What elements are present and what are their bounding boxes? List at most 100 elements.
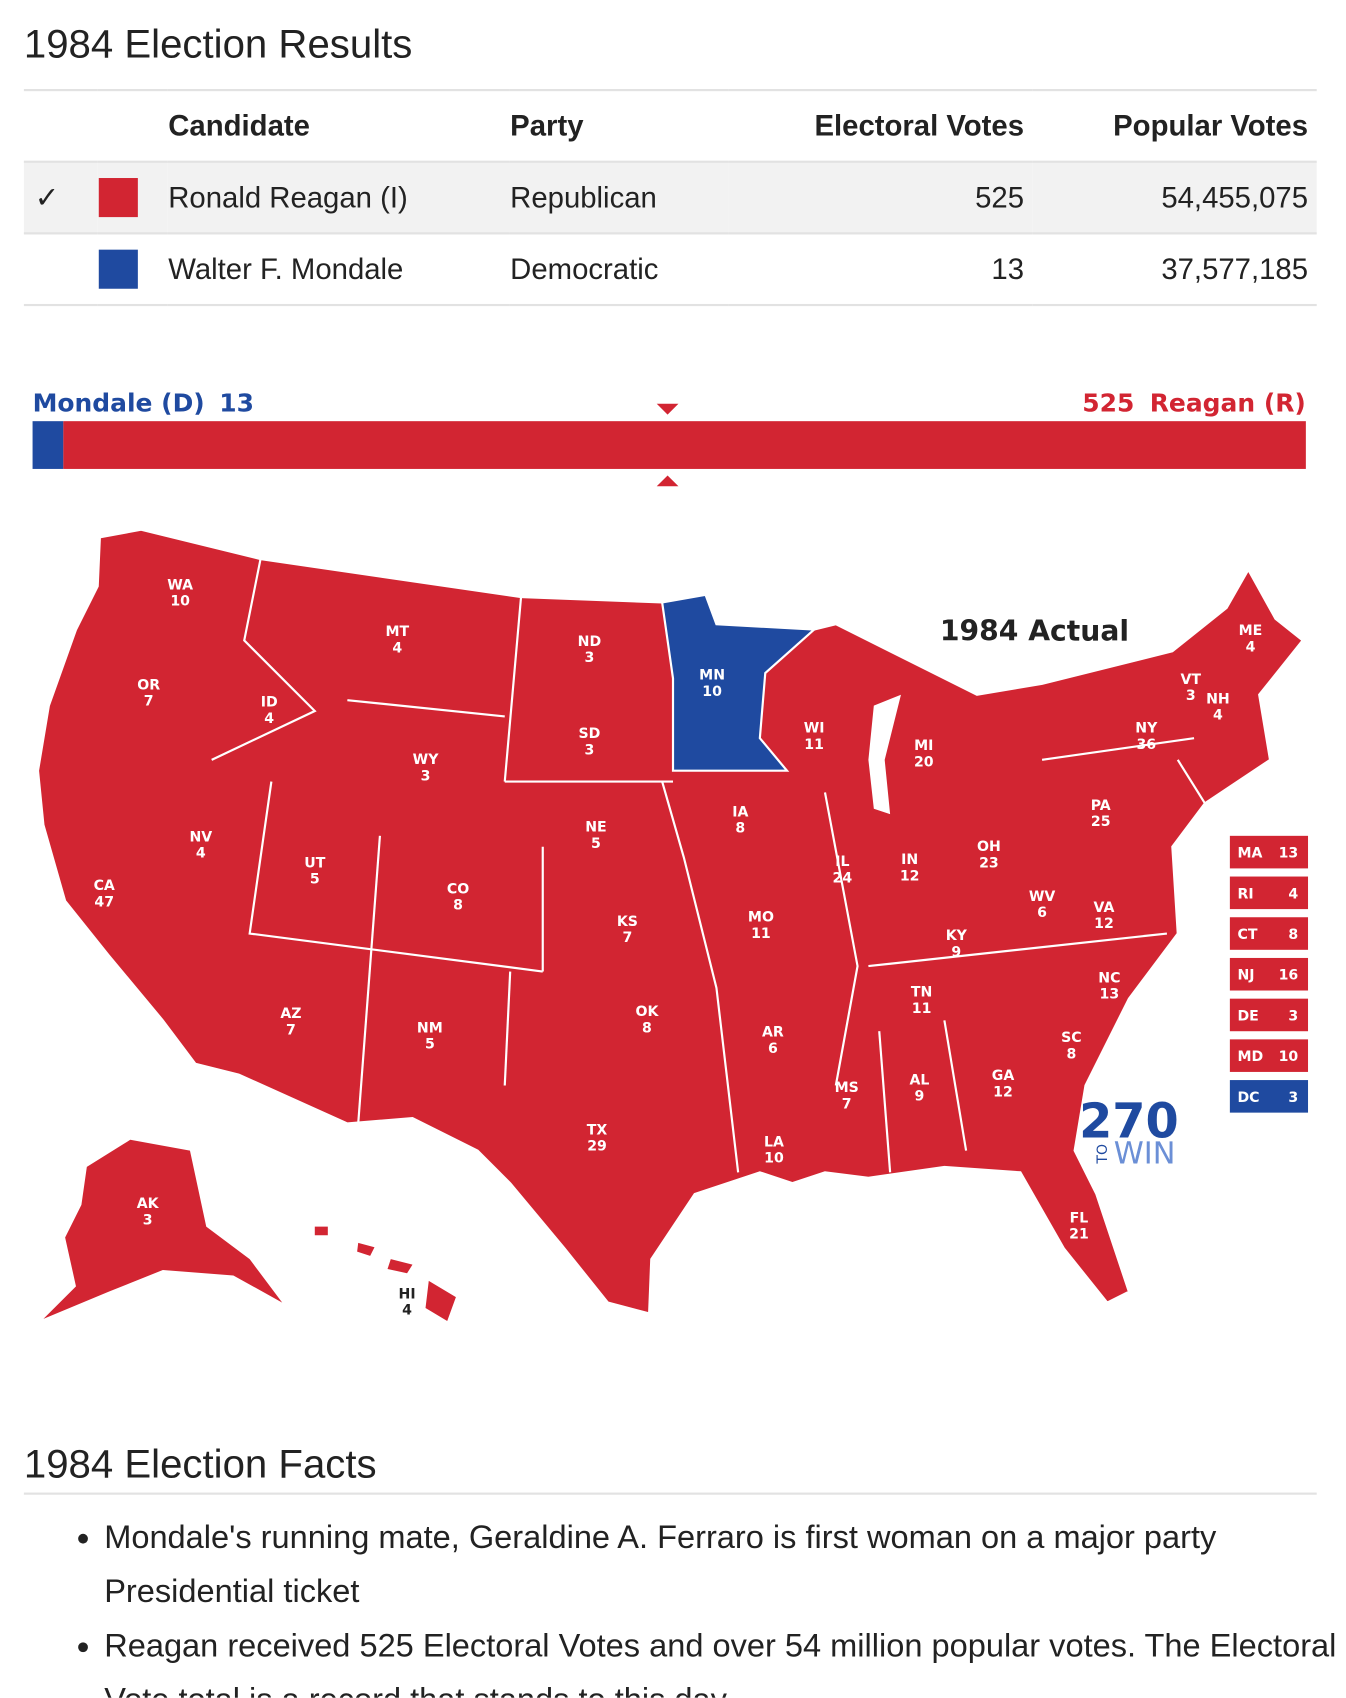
state-abbr: VA xyxy=(1094,900,1115,916)
bar-value: 13 xyxy=(219,388,254,417)
state-votes: 10 xyxy=(702,684,722,700)
state-votes: 8 xyxy=(453,898,463,914)
us-outline xyxy=(36,528,1305,1315)
state-votes: 10 xyxy=(170,594,190,610)
state-abbr: IL xyxy=(835,854,849,870)
small-state-box xyxy=(1229,957,1309,991)
small-state-box xyxy=(1229,1039,1309,1072)
bar-segment xyxy=(32,421,64,469)
state-abbr: PA xyxy=(1091,798,1111,814)
state-abbr: ID xyxy=(261,695,278,711)
electoral-votes: 13 xyxy=(728,233,1033,307)
state-abbr: MS xyxy=(835,1080,859,1096)
state-abbr: FL xyxy=(1070,1210,1089,1226)
state-votes: 12 xyxy=(1094,916,1114,932)
state-votes: 12 xyxy=(900,868,920,884)
state-abbr: NY xyxy=(1135,721,1158,737)
state-abbr: TN xyxy=(911,984,932,1000)
bar-value: 525 xyxy=(1082,388,1134,417)
state-abbr: NH xyxy=(1206,691,1230,707)
state-border xyxy=(1176,759,1206,804)
state-abbr: OK xyxy=(635,1004,659,1020)
state-border xyxy=(248,781,543,973)
state-abbr: TX xyxy=(587,1122,608,1138)
logo-number: 270 xyxy=(1079,1095,1179,1150)
state-border xyxy=(878,1031,892,1173)
state-abbr: NM xyxy=(417,1020,443,1036)
state-votes: 3 xyxy=(1186,688,1196,704)
state-votes: 4 xyxy=(392,640,402,656)
popular-votes: 37,577,185 xyxy=(1032,233,1317,307)
state-votes: 47 xyxy=(94,894,114,910)
state-votes: 4 xyxy=(1213,708,1223,724)
winner-check: ✓ xyxy=(23,161,98,235)
state-votes: 11 xyxy=(751,926,771,942)
logo-small: TO xyxy=(1095,1144,1111,1165)
state-votes: 10 xyxy=(1279,1049,1299,1065)
state-votes: 5 xyxy=(591,836,601,852)
state-votes: 7 xyxy=(144,694,154,710)
state-abbr: MO xyxy=(748,910,774,926)
state-votes: 12 xyxy=(993,1084,1013,1100)
state-votes: 9 xyxy=(951,944,961,960)
swatch xyxy=(98,249,138,289)
lake-michigan xyxy=(868,694,901,815)
state-votes: 10 xyxy=(764,1151,784,1167)
state-abbr: MN xyxy=(699,668,725,684)
fact: Mondale's running mate, Geraldine A. Fer… xyxy=(104,1511,1346,1620)
state-abbr: NJ xyxy=(1237,968,1254,984)
state-votes: 8 xyxy=(1288,927,1298,943)
hawaii-shape xyxy=(314,1226,456,1322)
state-border xyxy=(1041,737,1195,761)
state-votes: 11 xyxy=(912,1001,932,1017)
state-border xyxy=(868,932,1168,968)
state-votes: 9 xyxy=(915,1089,925,1105)
state-votes: 3 xyxy=(1288,1090,1298,1106)
facts-list: Mondale's running mate, Geraldine A. Fer… xyxy=(56,1511,1346,1698)
electoral-votes: 525 xyxy=(728,161,1033,235)
state-abbr: NC xyxy=(1098,970,1120,986)
logo-word: WIN xyxy=(1114,1137,1176,1172)
state-votes: 4 xyxy=(402,1303,412,1319)
state-votes: 23 xyxy=(979,855,999,871)
state-votes: 3 xyxy=(585,742,595,758)
col-header: Candidate xyxy=(167,89,510,163)
state-abbr: LA xyxy=(764,1134,784,1150)
state-votes: 3 xyxy=(1288,1008,1298,1024)
bar-label: Mondale (D) xyxy=(33,388,205,417)
map-title: 1984 Actual xyxy=(940,614,1129,647)
popular-votes: 54,455,075 xyxy=(1032,161,1317,235)
state-votes: 21 xyxy=(1069,1227,1089,1243)
state-votes: 8 xyxy=(1066,1046,1076,1062)
state-votes: 5 xyxy=(425,1037,435,1053)
small-state-box xyxy=(1229,876,1309,910)
state-votes: 4 xyxy=(264,711,274,727)
state-abbr: RI xyxy=(1237,886,1253,902)
state-abbr: OH xyxy=(977,839,1001,855)
state-abbr: SC xyxy=(1061,1030,1082,1046)
state-votes: 6 xyxy=(1037,905,1047,921)
fact: Reagan received 525 Electoral Votes and … xyxy=(104,1620,1346,1697)
state-abbr: MT xyxy=(385,624,409,640)
facts-title: 1984 Election Facts xyxy=(23,1441,377,1487)
state-border xyxy=(357,835,382,1124)
state-votes: 25 xyxy=(1091,814,1111,830)
results-table: Candidate Party Electoral Votes Popular … xyxy=(23,89,1317,307)
state-abbr: KY xyxy=(946,928,968,944)
state-votes: 5 xyxy=(310,872,320,888)
state-abbr: IA xyxy=(732,804,748,820)
state-abbr: ME xyxy=(1239,623,1263,639)
small-state-box xyxy=(1229,835,1309,869)
state-abbr: AZ xyxy=(280,1006,301,1022)
state-border xyxy=(661,781,740,1173)
state-abbr: KS xyxy=(617,914,638,930)
small-state-box xyxy=(1229,998,1309,1032)
row: Walter F. Mondale Democratic 13 37,577,1… xyxy=(23,233,1317,307)
state-votes: 4 xyxy=(1288,886,1298,902)
state-abbr: AK xyxy=(137,1196,160,1212)
state-votes: 11 xyxy=(804,737,824,753)
state-abbr: DE xyxy=(1237,1008,1258,1024)
page-title: 1984 Election Results xyxy=(23,21,413,67)
